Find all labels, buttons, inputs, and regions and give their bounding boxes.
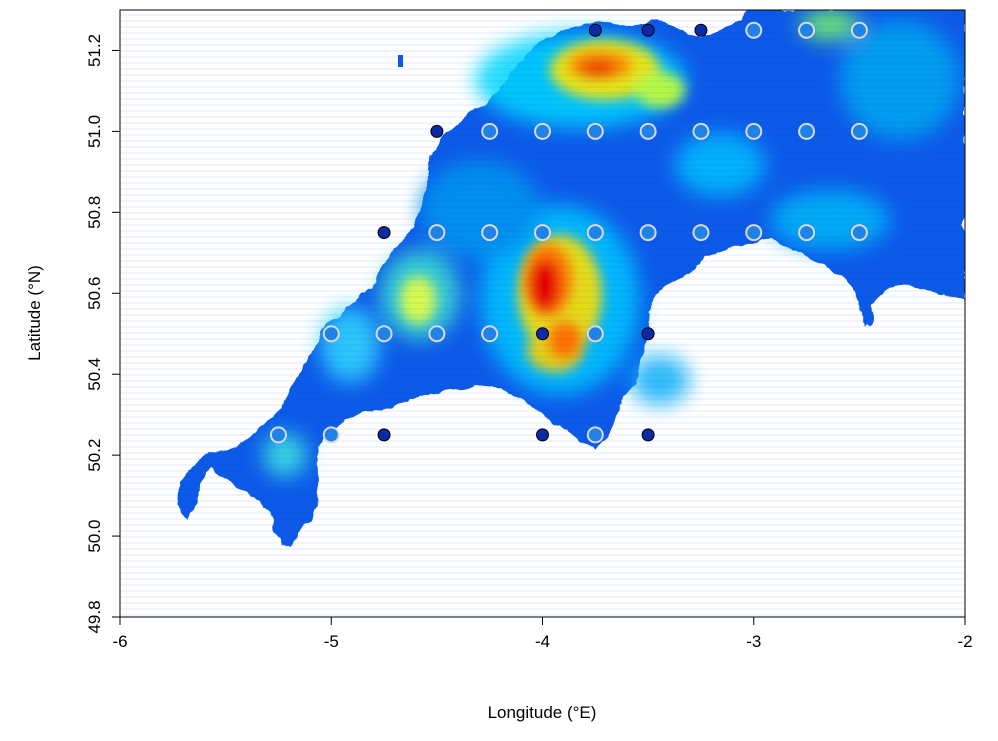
x-tick-label: -2 xyxy=(957,632,972,651)
grid-point-light xyxy=(481,122,499,140)
grid-point-light xyxy=(798,224,816,242)
grid-point-light xyxy=(639,122,657,140)
grid-point-light xyxy=(375,325,393,343)
grid-point-dark xyxy=(430,124,444,138)
grid-point-light xyxy=(745,21,763,39)
grid-point-light xyxy=(798,122,816,140)
grid-point-light xyxy=(322,426,340,444)
grid-point-light xyxy=(586,122,604,140)
island xyxy=(866,310,874,326)
y-tick-label: 50.4 xyxy=(85,358,104,391)
x-axis: -6 -5 -4 -3 -2 xyxy=(112,616,973,651)
grid-points xyxy=(269,21,868,444)
grid-point-dark xyxy=(536,428,549,442)
grid-point-light xyxy=(534,122,551,140)
grid-point-light xyxy=(692,122,710,140)
x-tick-label: -4 xyxy=(535,632,550,651)
grid-point-light xyxy=(586,224,604,242)
grid-point-dark xyxy=(377,428,391,442)
grid-point-light xyxy=(798,21,816,39)
grid-point-light xyxy=(534,224,551,242)
grid-point-light xyxy=(745,224,763,242)
grid-point-dark xyxy=(588,23,602,37)
y-tick-label: 50.6 xyxy=(85,277,104,310)
y-tick-label: 49.8 xyxy=(85,600,104,633)
x-axis-title: Longitude (°E) xyxy=(488,703,597,722)
y-tick-label: 51.2 xyxy=(85,34,104,67)
grid-point-light xyxy=(639,224,657,242)
grid-point-dark xyxy=(641,428,655,442)
grid-point-light xyxy=(586,426,604,444)
island xyxy=(398,55,403,67)
grid-point-light xyxy=(850,21,868,39)
grid-point-light xyxy=(322,325,340,343)
grid-point-light xyxy=(850,224,868,242)
grid-point-light xyxy=(745,122,763,140)
y-tick-label: 51.0 xyxy=(85,115,104,148)
grid-point-dark xyxy=(377,226,391,240)
grid-point-light xyxy=(850,122,868,140)
grid-point-dark xyxy=(641,327,655,341)
grid-point-light xyxy=(481,325,499,343)
grid-point-light xyxy=(269,426,287,444)
grid-point-light xyxy=(428,325,446,343)
x-tick-label: -3 xyxy=(746,632,761,651)
y-tick-label: 50.8 xyxy=(85,196,104,229)
grid-point-light xyxy=(428,224,446,242)
x-tick-label: -5 xyxy=(324,632,339,651)
y-tick-label: 50.2 xyxy=(85,439,104,472)
grid-point-light xyxy=(692,224,710,242)
grid-point-dark xyxy=(694,23,708,37)
grid-point-light xyxy=(481,224,499,242)
y-axis: 49.8 50.0 50.2 50.4 50.6 50.8 51.0 51.2 xyxy=(85,10,121,634)
grid-point-light xyxy=(586,325,604,343)
y-axis-title: Latitude (°N) xyxy=(25,265,44,361)
elevation-raster xyxy=(120,10,965,617)
grid-point-dark xyxy=(536,327,549,341)
x-tick-label: -6 xyxy=(112,632,127,651)
grid-point-dark xyxy=(641,23,655,37)
y-tick-label: 50.0 xyxy=(85,520,104,553)
